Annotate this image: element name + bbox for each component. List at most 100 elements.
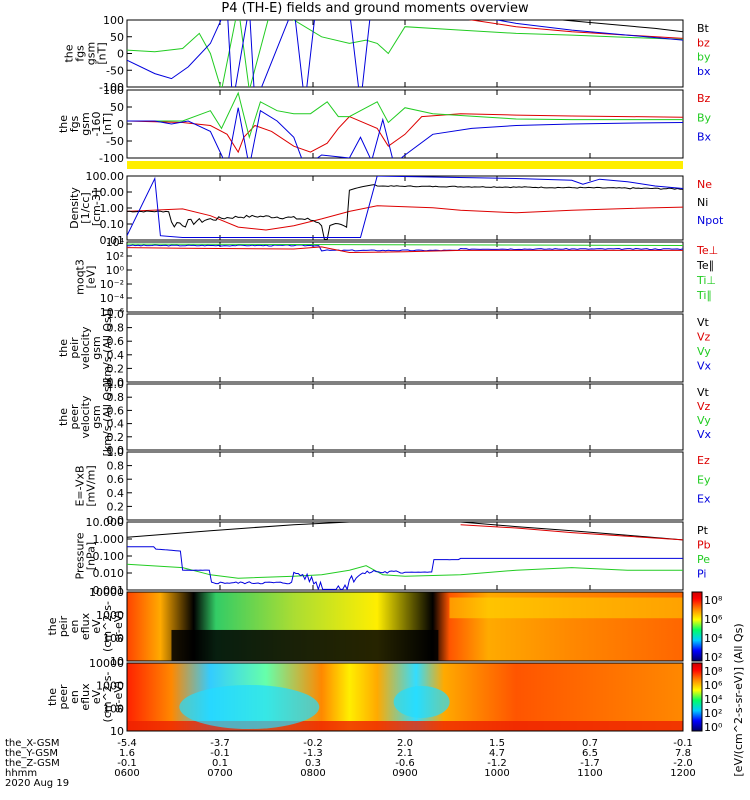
spectrogram-peer-blob [179, 685, 320, 729]
y-axis-label-line: Pressure [74, 532, 87, 579]
colorbar-label: [eV/(cm^2-s-sr-eV)] (All Qs) [732, 623, 745, 776]
colorbar-tick: 10⁶ [704, 679, 723, 692]
trace-Pi [127, 546, 683, 590]
spectrogram-peer-lowband [127, 721, 683, 731]
xaxis-value: 0600 [114, 768, 139, 779]
y-axis-label-line: gsm [90, 336, 103, 359]
y-axis-label-line: the [46, 688, 59, 706]
xaxis-value: 4.7 [489, 748, 505, 759]
y-axis-label-line: Density [68, 187, 81, 229]
y-tick-label: 10⁰ [106, 264, 125, 277]
xaxis-value: 0800 [300, 768, 325, 779]
y-axis-label-line: eV [90, 619, 103, 634]
y-axis-label-line: eflux [79, 612, 92, 640]
y-tick-label: -50 [106, 135, 124, 148]
xaxis-value: -1.2 [487, 758, 507, 769]
y-tick-label: 1.0 [107, 308, 125, 321]
trace-Bt [557, 20, 683, 33]
colorbar-tick: 10⁸ [704, 594, 723, 607]
trace-Te [127, 246, 683, 254]
y-axis-label-line: peir [68, 337, 81, 359]
colorbar-label-text: [eV/(cm^2-s-sr-eV)] (All Qs) [732, 623, 745, 776]
trace-by [127, 20, 683, 87]
y-axis-label-line: eV [90, 689, 103, 704]
y-tick-label: 10⁻⁴ [100, 292, 125, 305]
y-tick-label: 10000 [89, 657, 124, 670]
y-tick-label: 10.000 [86, 516, 125, 529]
y-tick-label: 0.6 [107, 404, 125, 417]
yellow-status-bar [127, 161, 683, 169]
temp-traces [127, 243, 683, 254]
trace-Pe [127, 563, 683, 579]
legend-Vx: Vx [697, 428, 712, 441]
y-axis-label-line: gsm [85, 42, 98, 65]
xaxis-value: 2.1 [397, 748, 413, 759]
trace-Bz [127, 113, 683, 154]
legend-bx: bx [697, 65, 711, 78]
xaxis-value: -0.1 [210, 748, 230, 759]
y-tick-label: 0.8 [107, 391, 125, 404]
legend-Pt: Pt [697, 524, 709, 537]
legend-Ni: Ni [697, 196, 708, 209]
y-tick-label: 0.4 [107, 349, 125, 362]
legend-Vz: Vz [697, 400, 711, 413]
y-axis-label-efield: E=-VxB[mV/m] [74, 465, 98, 506]
trace-Npot [127, 176, 683, 238]
y-tick-label: 100 [103, 702, 124, 715]
y-axis-label-line: sr-eV) [112, 681, 125, 713]
xaxis-date: 2020 Aug 19 [5, 778, 69, 789]
colorbar-tick: 10⁰ [704, 721, 723, 734]
y-axis-label-line: peer [57, 684, 70, 710]
y-tick-label: -50 [106, 64, 124, 77]
legend-Ti∥: Ti∥ [696, 289, 712, 302]
xaxis-row-label: the_Z-GSM [5, 758, 60, 769]
trace-Ni [127, 184, 683, 240]
xaxis-value: -1.3 [303, 748, 323, 759]
y-axis-label-line: en [68, 620, 81, 634]
trace-Tbl [127, 244, 683, 252]
trace-Bx [127, 107, 683, 158]
legend-Ey: Ey [697, 473, 711, 486]
legend-Ex: Ex [697, 493, 711, 506]
y-axis-label-line: the [46, 617, 59, 635]
y-tick-label: 0.0 [107, 514, 125, 527]
y-tick-label: 10⁻⁶ [100, 306, 125, 319]
xaxis-value: 0700 [207, 768, 232, 779]
trace-Ti [127, 243, 683, 246]
panel-frame-border [126, 591, 684, 662]
y-tick-label: 10.00 [93, 186, 125, 199]
xaxis-value: 1200 [670, 768, 695, 779]
y-axis-label-line: [nT] [101, 113, 114, 135]
y-axis-label-line: [km/s (All Qs)] [101, 378, 114, 457]
y-tick-label: 0.0 [107, 444, 125, 457]
panel-frame-border [126, 662, 684, 732]
y-axis-label-line: en [68, 690, 81, 704]
y-tick-label: 50 [110, 31, 124, 44]
legend-Npot: Npot [697, 214, 724, 227]
y-axis-label-density: Density[1/cc][cm-3] [68, 187, 103, 229]
y-tick-label: 10 [110, 655, 124, 668]
trace-Pb [460, 524, 683, 541]
xaxis-value: -1.7 [580, 758, 600, 769]
xaxis-value: -5.4 [117, 738, 137, 749]
legend-Te⊥: Te⊥ [696, 244, 718, 257]
y-axis-label-line: the [57, 339, 70, 357]
colorbar-tick: 10⁶ [704, 613, 723, 626]
legend-Vt: Vt [697, 386, 710, 399]
y-axis-label-line: (cm^2-s- [101, 601, 114, 652]
xaxis-row-label: the_Y-GSM [5, 748, 58, 759]
y-axis-label-line: [1/cc] [79, 192, 92, 223]
y-tick-label: 100 [103, 84, 124, 97]
y-tick-label: 1.000 [93, 533, 125, 546]
y-axis-label-line: the [57, 115, 70, 133]
panel-frame-peer [126, 383, 684, 451]
y-tick-label: 0.0 [107, 376, 125, 389]
colorbar-tick: 10² [704, 707, 722, 720]
y-tick-label: 50 [110, 101, 124, 114]
y-axis-label-line: sr-eV) [112, 610, 125, 642]
y-axis-label-line: [km/s (All Qs)] [101, 309, 114, 388]
trace-bx [127, 20, 683, 87]
